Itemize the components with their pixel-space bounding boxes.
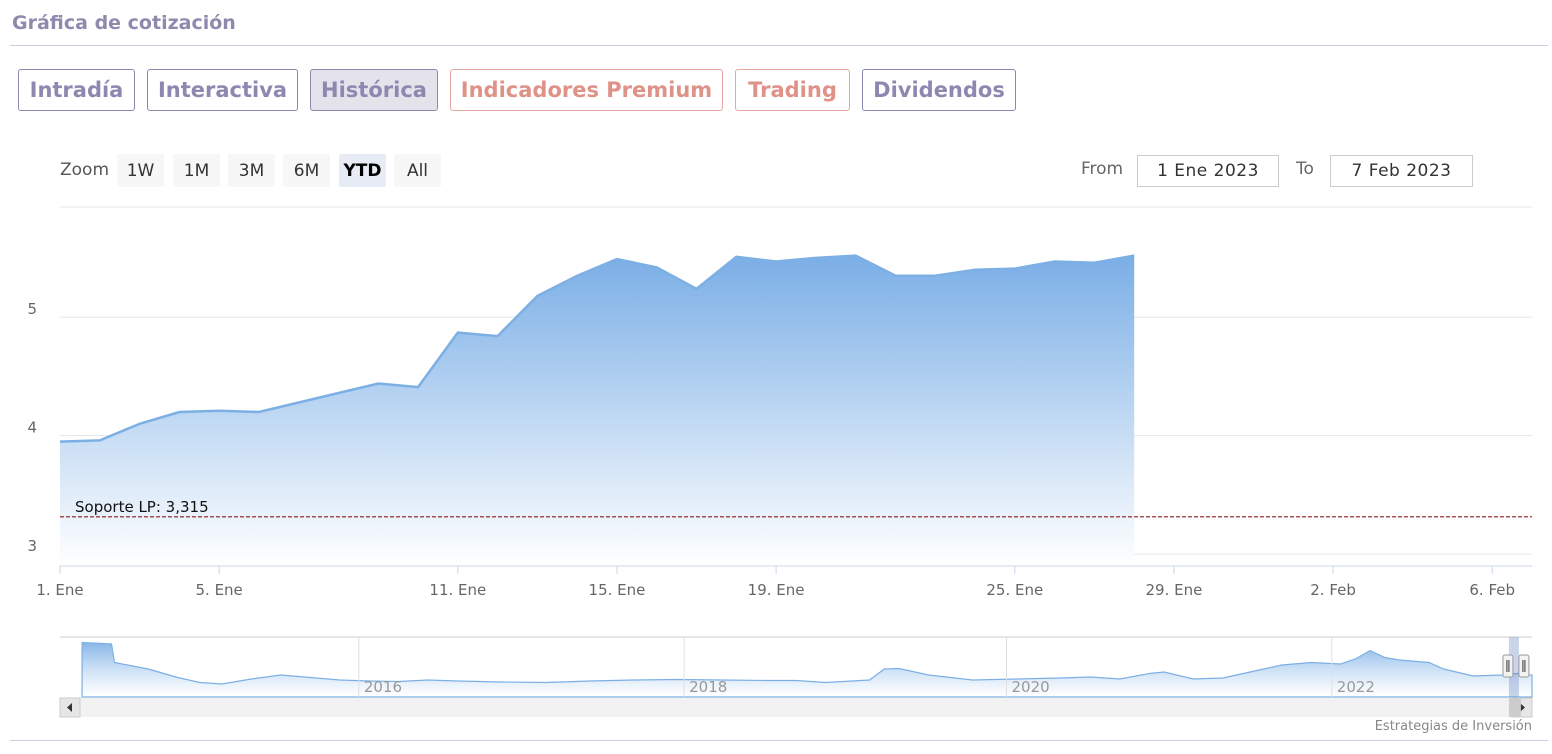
- to-label: To: [1296, 159, 1314, 179]
- y-tick-label: 4: [27, 419, 37, 437]
- title-divider: [10, 45, 1548, 46]
- section-title: Gráfica de cotización: [12, 12, 236, 34]
- x-tick-label: 15. Ene: [589, 581, 646, 599]
- y-tick-label: 5: [27, 300, 37, 318]
- tab-interactiva[interactable]: Interactiva: [147, 69, 298, 111]
- navigator-series: [81, 641, 1533, 698]
- support-plotline: Soporte LP: 3,315: [60, 498, 1532, 518]
- scrollbar-thumb: [1508, 698, 1521, 717]
- tab-indicadores-premium[interactable]: Indicadores Premium: [450, 69, 723, 111]
- bottom-divider: [10, 740, 1548, 741]
- from-label: From: [1081, 159, 1124, 179]
- navigator-year-label: 2018: [689, 678, 727, 696]
- scrollbar-track: [60, 698, 1532, 717]
- tab-dividendos[interactable]: Dividendos: [862, 69, 1016, 111]
- zoom-all-button[interactable]: All: [394, 154, 441, 187]
- zoom-label: Zoom: [60, 160, 110, 180]
- x-tick-label: 19. Ene: [748, 581, 805, 599]
- zoom-1w-button[interactable]: 1W: [117, 154, 164, 187]
- tab-historica[interactable]: Histórica: [310, 69, 438, 111]
- navigator[interactable]: 2016 2018 2020 2022: [60, 636, 1533, 698]
- to-date-input[interactable]: 7 Feb 2023: [1330, 155, 1473, 187]
- plotline-label: Soporte LP: 3,315: [75, 498, 209, 516]
- zoom-1m-button[interactable]: 1M: [173, 154, 220, 187]
- scroll-left-arrow-icon: [67, 703, 72, 712]
- navigator-year-label: 2016: [364, 678, 402, 696]
- x-tick-label: 29. Ene: [1146, 581, 1203, 599]
- navigator-left-handle: [1502, 654, 1514, 678]
- x-tick-label: 1. Ene: [36, 581, 83, 599]
- navigator-year-label: 2022: [1337, 678, 1375, 696]
- navigator-year-label: 2020: [1011, 678, 1049, 696]
- zoom-3m-button[interactable]: 3M: [228, 154, 275, 187]
- scroll-right-arrow-icon: [1520, 703, 1525, 712]
- chart-credit[interactable]: Estrategias de Inversión: [1374, 719, 1532, 734]
- navigator-right-handle: [1518, 654, 1530, 678]
- zoom-6m-button[interactable]: 6M: [283, 154, 330, 187]
- tab-intradia[interactable]: Intradía: [18, 69, 135, 111]
- x-tick-label: 11. Ene: [429, 581, 486, 599]
- x-tick-label: 5. Ene: [195, 581, 242, 599]
- navigator-window: [1508, 637, 1519, 697]
- x-tick-label: 25. Ene: [986, 581, 1043, 599]
- tab-trading[interactable]: Trading: [735, 69, 850, 111]
- y-axis: 3 4 5: [27, 300, 37, 555]
- x-tick-label: 2. Feb: [1310, 581, 1356, 599]
- x-axis: 1. Ene 5. Ene 11. Ene 15. Ene 19. Ene 25. Ene…: [36, 565, 1532, 599]
- x-tick-label: 6. Feb: [1469, 581, 1515, 599]
- scrollbar[interactable]: [59, 697, 1533, 718]
- price-area: [60, 255, 1135, 566]
- y-tick-label: 3: [27, 537, 37, 555]
- zoom-ytd-button[interactable]: YTD: [339, 154, 386, 187]
- price-line: [59, 254, 1135, 443]
- from-date-input[interactable]: 1 Ene 2023: [1137, 155, 1279, 187]
